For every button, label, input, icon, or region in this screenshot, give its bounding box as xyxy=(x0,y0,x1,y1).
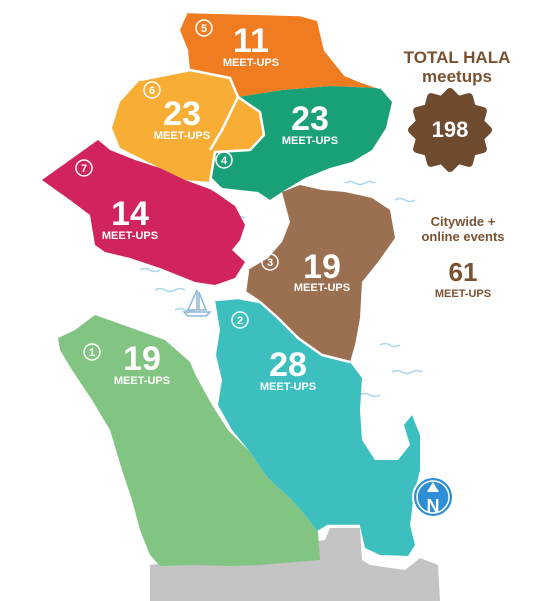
sailboat-icon xyxy=(182,289,212,317)
district-1-count: 19 xyxy=(123,340,161,378)
district-5-count: 11 xyxy=(233,22,269,60)
district-7-count: 14 xyxy=(111,195,149,233)
district-1-region xyxy=(58,315,320,566)
svg-text:6: 6 xyxy=(149,85,155,97)
district-3-region xyxy=(245,185,395,362)
district-5-marker: 5 xyxy=(195,19,213,37)
north-arrow-icon: N xyxy=(412,476,454,518)
svg-text:7: 7 xyxy=(81,163,87,175)
total-badge: 198 xyxy=(408,88,492,172)
svg-text:2: 2 xyxy=(237,315,243,327)
district-6-label: MEET-UPS xyxy=(154,130,210,142)
district-3-marker: 3 xyxy=(261,253,279,271)
district-borders xyxy=(139,10,381,534)
district-4-count: 23 xyxy=(291,100,329,138)
svg-text:3: 3 xyxy=(267,257,273,269)
district-7-marker: 7 xyxy=(75,159,93,177)
north-letter: N xyxy=(427,496,440,516)
district-5-region xyxy=(180,12,380,97)
district-1-marker: 1 xyxy=(83,343,101,361)
total-value: 198 xyxy=(432,117,469,142)
district-4-marker: 4 xyxy=(215,151,233,169)
district-2-marker: 2 xyxy=(231,311,249,329)
district-6-count: 23 xyxy=(163,95,201,133)
citywide-label: MEET-UPS xyxy=(434,288,492,300)
svg-text:4: 4 xyxy=(221,155,228,167)
district-3-label: MEET-UPS xyxy=(294,282,350,294)
citywide-title: Citywide + online events xyxy=(421,214,505,244)
district-3-count: 19 xyxy=(303,248,341,286)
district-4-label: MEET-UPS xyxy=(282,135,338,147)
badge-shape xyxy=(408,88,492,172)
district-2-region xyxy=(215,298,420,556)
district-6-marker: 6 xyxy=(143,81,161,99)
district-1-label: MEET-UPS xyxy=(114,375,170,387)
district-5-label: MEET-UPS xyxy=(223,57,279,69)
svg-text:5: 5 xyxy=(201,23,207,35)
svg-text:1: 1 xyxy=(89,347,95,359)
district-2-label: MEET-UPS xyxy=(260,381,316,393)
district-7-region xyxy=(42,140,245,285)
total-title: TOTAL HALA meetups xyxy=(403,48,511,86)
south-gray-area xyxy=(150,528,440,601)
district-7-label: MEET-UPS xyxy=(102,230,158,242)
citywide-count: 61 xyxy=(448,257,478,287)
district-2-count: 28 xyxy=(269,346,307,384)
